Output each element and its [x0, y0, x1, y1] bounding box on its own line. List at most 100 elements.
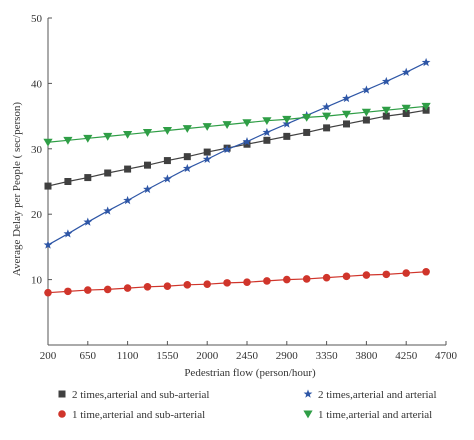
data-point	[263, 277, 271, 285]
data-point	[142, 129, 153, 137]
data-point	[43, 240, 53, 249]
y-tick-label: 30	[31, 144, 43, 156]
data-point	[382, 112, 390, 120]
data-point	[163, 174, 172, 183]
x-tick-label: 2900	[276, 350, 299, 362]
legend-marker	[58, 410, 66, 418]
x-tick-label: 1100	[117, 350, 139, 362]
x-tick-label: 650	[80, 350, 97, 362]
x-tick-label: 2000	[196, 350, 219, 362]
y-tick-label: 20	[31, 209, 43, 221]
data-point	[362, 85, 371, 94]
y-axis-title: Average Delay per People ( sec/person)	[11, 102, 23, 277]
data-point	[143, 282, 152, 291]
data-point	[361, 108, 371, 117]
data-point	[382, 270, 391, 279]
data-point	[322, 273, 331, 282]
legend-label: 2 times,arterial and arterial	[318, 389, 437, 401]
data-point	[84, 174, 92, 182]
series-circle	[44, 267, 430, 297]
data-point	[302, 113, 312, 122]
data-point	[44, 182, 52, 190]
x-tick-label: 2450	[236, 350, 259, 362]
data-point	[104, 169, 112, 177]
legend-item: 2 times,arterial and arterial	[303, 389, 437, 401]
data-point	[182, 125, 192, 133]
data-point	[162, 127, 172, 135]
x-tick-label: 4250	[395, 350, 418, 362]
series-star	[43, 57, 431, 249]
data-point	[381, 76, 391, 86]
legend-label: 2 times,arterial and sub-arterial	[72, 389, 209, 401]
data-point	[401, 67, 411, 76]
legend-marker	[58, 390, 66, 398]
data-point	[401, 104, 411, 113]
legend-label: 1 time,arterial and sub-arterial	[72, 409, 205, 421]
data-point	[402, 269, 411, 277]
legend-item: 1 time,arterial and sub-arterial	[58, 409, 205, 421]
x-tick-label: 3350	[316, 350, 339, 362]
x-tick-label: 3800	[355, 350, 378, 362]
data-point	[242, 119, 252, 128]
data-point	[202, 123, 212, 131]
legend-marker	[303, 389, 313, 398]
x-tick-label: 4700	[435, 350, 458, 362]
data-point	[63, 136, 73, 145]
data-point	[63, 229, 73, 238]
data-point	[282, 115, 292, 124]
legend-marker	[303, 410, 313, 419]
data-point	[402, 109, 410, 117]
data-point	[283, 132, 291, 140]
data-point	[322, 102, 331, 111]
data-point	[203, 148, 211, 156]
data-point	[283, 275, 291, 284]
data-point	[83, 134, 93, 143]
y-tick-label: 50	[31, 13, 43, 25]
data-point	[202, 154, 212, 163]
data-point	[322, 112, 332, 121]
data-point	[222, 144, 232, 154]
x-tick-label: 1550	[156, 350, 179, 362]
data-point	[421, 57, 431, 67]
data-point	[243, 140, 251, 148]
data-point	[64, 287, 72, 296]
data-point	[303, 128, 311, 136]
data-point	[302, 275, 311, 283]
data-point	[182, 163, 192, 173]
data-point	[163, 157, 171, 165]
data-point	[64, 178, 72, 185]
series-line	[47, 61, 427, 246]
data-point	[263, 136, 271, 144]
data-point	[422, 267, 430, 276]
data-point	[381, 106, 391, 115]
data-point	[223, 279, 231, 287]
data-point	[123, 284, 132, 292]
legend-item: 1 time,arterial and arterial	[303, 409, 432, 421]
data-point	[84, 286, 92, 294]
series-group	[43, 57, 431, 297]
legend-item: 2 times,arterial and sub-arterial	[58, 389, 209, 401]
data-point	[222, 121, 232, 129]
data-point	[341, 110, 352, 119]
data-point	[144, 161, 151, 169]
data-point	[123, 195, 132, 205]
data-point	[103, 285, 112, 294]
axes: 10 20 30 40 50 200 650 1100 1550 2000 2450 2900 3350…	[31, 13, 458, 362]
y-tick-label: 10	[31, 275, 43, 287]
series-square	[44, 106, 430, 190]
data-point	[163, 282, 172, 290]
series-line	[47, 105, 427, 143]
data-point	[183, 153, 191, 161]
data-point	[183, 281, 192, 289]
data-point	[103, 206, 113, 215]
x-tick-label: 200	[40, 350, 57, 362]
data-point	[44, 288, 52, 297]
series-triangle-down	[43, 102, 431, 147]
legend-label: 1 time,arterial and arterial	[318, 409, 432, 421]
data-point	[362, 271, 371, 279]
data-point	[262, 117, 272, 126]
data-point	[143, 184, 152, 194]
legend: 2 times,arterial and sub-arterial 2 times…	[58, 389, 437, 421]
y-tick-label: 40	[31, 78, 43, 90]
data-point	[343, 120, 350, 128]
